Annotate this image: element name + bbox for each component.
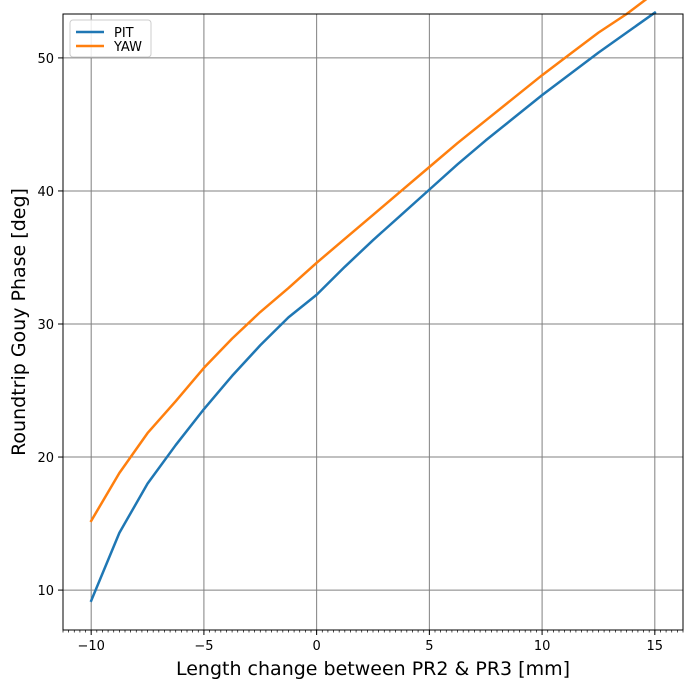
y-tick-label: 30 bbox=[37, 318, 54, 333]
legend: PIT YAW bbox=[69, 19, 152, 58]
legend-label-yaw: YAW bbox=[113, 40, 142, 55]
y-tick-label: 40 bbox=[37, 185, 54, 200]
x-ticks: −10 −5 0 5 10 15 bbox=[62, 630, 684, 654]
series-line-yaw bbox=[89, 0, 648, 523]
y-tick-label: 10 bbox=[37, 584, 54, 599]
plot-lines bbox=[89, 0, 657, 603]
grid bbox=[63, 14, 683, 630]
series-line-pit bbox=[89, 10, 657, 603]
x-tick-label: −10 bbox=[77, 639, 104, 654]
x-tick-label: 5 bbox=[425, 639, 433, 654]
x-tick-label: 10 bbox=[534, 639, 551, 654]
x-tick-label: 15 bbox=[647, 639, 664, 654]
legend-label-pit: PIT bbox=[114, 26, 134, 41]
y-tick-label: 20 bbox=[37, 451, 54, 466]
legend-box bbox=[69, 19, 152, 58]
y-tick-label: 50 bbox=[37, 52, 54, 67]
y-ticks: 10 20 30 40 50 bbox=[37, 52, 63, 599]
plot-frame bbox=[62, 13, 684, 631]
x-axis-label: Length change between PR2 & PR3 [mm] bbox=[176, 658, 570, 680]
x-tick-label: 0 bbox=[312, 639, 320, 654]
x-tick-label: −5 bbox=[194, 639, 213, 654]
y-axis-label: Roundtrip Gouy Phase [deg] bbox=[8, 188, 30, 456]
